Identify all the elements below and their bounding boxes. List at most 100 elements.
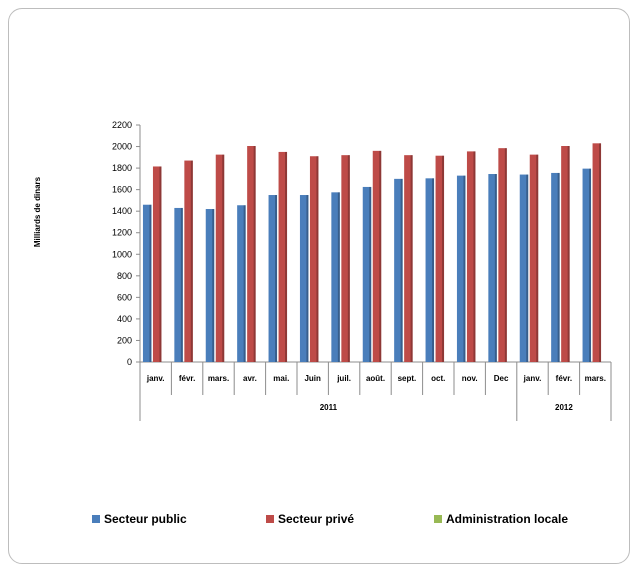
x-category-label: mars.: [585, 374, 606, 383]
bar-secteur-public: [488, 174, 497, 362]
bar-shade: [347, 155, 350, 362]
bar-secteur-public: [268, 195, 278, 362]
y-tick-label: 1200: [112, 228, 132, 238]
y-tick-label: 400: [117, 314, 132, 324]
bar-secteur-public: [456, 175, 466, 362]
y-tick-label: 600: [117, 292, 132, 302]
bar-shade: [504, 148, 507, 362]
bar-shade: [369, 186, 372, 362]
bar-shade: [275, 195, 278, 362]
bar-shade: [253, 146, 256, 362]
y-tick-label: 1400: [112, 206, 132, 216]
x-category-label: mai.: [273, 374, 289, 383]
bar-shade: [494, 174, 497, 362]
bar-secteur-public: [582, 168, 592, 362]
legend-swatch-private: [266, 515, 274, 523]
bar-shade: [337, 192, 340, 362]
x-category-label: févr.: [179, 374, 195, 383]
bar-shade: [442, 155, 445, 362]
bar-secteur-prive: [152, 166, 162, 362]
legend-swatch-public: [92, 515, 100, 523]
bar-shade: [473, 151, 476, 362]
bar-shade: [432, 178, 435, 362]
bar-secteur-public: [519, 174, 529, 362]
y-axis-label: Milliards de dinars: [33, 176, 42, 247]
x-category-label: nov.: [462, 374, 478, 383]
legend-item-private: Secteur privé: [266, 512, 354, 526]
y-tick-label: 1000: [112, 249, 132, 259]
x-category-label: août.: [366, 374, 385, 383]
y-tick-label: 800: [117, 271, 132, 281]
bar-secteur-prive: [498, 148, 507, 362]
bar-secteur-public: [174, 207, 183, 362]
x-category-label: avr.: [243, 374, 257, 383]
bar-shade: [212, 209, 215, 362]
y-tick-label: 2200: [112, 120, 132, 130]
bar-shade: [190, 160, 193, 362]
bar-shade: [599, 143, 602, 362]
bar-shade: [463, 175, 466, 362]
bar-secteur-prive: [341, 155, 350, 362]
bar-secteur-prive: [215, 154, 225, 362]
bar-secteur-public: [142, 204, 152, 362]
x-category-label: juil.: [336, 374, 351, 383]
y-tick-label: 2000: [112, 142, 132, 152]
bar-secteur-prive: [404, 155, 413, 362]
bar-secteur-prive: [561, 146, 570, 362]
bar-secteur-public: [394, 178, 403, 362]
bar-shade: [589, 168, 592, 362]
x-category-label: mars.: [208, 374, 229, 383]
x-category-label: Dec: [494, 374, 509, 383]
x-group-label: 2012: [555, 403, 573, 412]
bar-secteur-public: [551, 172, 560, 362]
bar-shade: [526, 174, 529, 362]
legend-item-public: Secteur public: [92, 512, 187, 526]
bar-secteur-public: [205, 209, 215, 362]
legend-label-local: Administration locale: [446, 512, 569, 526]
bar-shade: [306, 195, 309, 362]
bar-shade: [536, 154, 539, 362]
bar-secteur-public: [362, 186, 372, 362]
bar-shade: [557, 172, 560, 362]
bar-shade: [149, 204, 152, 362]
bar-secteur-prive: [466, 151, 476, 362]
bar-secteur-prive: [309, 156, 319, 362]
bar-secteur-public: [425, 178, 435, 362]
bar-secteur-public: [331, 192, 340, 362]
bars: [142, 143, 602, 362]
legend-label-public: Secteur public: [104, 512, 187, 526]
bar-shade: [410, 155, 413, 362]
bar-shade: [379, 150, 382, 362]
bar-secteur-public: [237, 205, 246, 362]
bar-secteur-prive: [435, 155, 445, 362]
legend-label-private: Secteur privé: [278, 512, 355, 526]
bar-secteur-public: [299, 195, 309, 362]
x-category-label: févr.: [556, 374, 572, 383]
bar-shade: [222, 154, 225, 362]
axis-labels: 0 200 400 600 800 1000 1200 1400 1600 1800 2000 220…: [112, 120, 606, 412]
bar-shade: [567, 146, 570, 362]
bar-secteur-prive: [247, 146, 256, 362]
y-tick-label: 1600: [112, 185, 132, 195]
bar-shade: [243, 205, 246, 362]
x-group-label: 2011: [320, 403, 338, 412]
bar-shade: [316, 156, 319, 362]
y-tick-label: 0: [127, 357, 132, 367]
bar-shade: [180, 207, 183, 362]
bar-shade: [285, 151, 288, 362]
x-category-label: oct.: [431, 374, 445, 383]
bar-secteur-prive: [184, 160, 193, 362]
bar-shade: [400, 178, 403, 362]
legend-swatch-local: [434, 515, 442, 523]
bar-shade: [159, 166, 162, 362]
legend-item-local: Administration locale: [434, 512, 568, 526]
x-category-label: janv.: [146, 374, 165, 383]
bar-secteur-prive: [278, 151, 288, 362]
bar-secteur-prive: [592, 143, 602, 362]
bar-secteur-prive: [529, 154, 539, 362]
y-tick-label: 1800: [112, 163, 132, 173]
x-category-label: janv.: [523, 374, 542, 383]
x-category-label: sept.: [398, 374, 417, 383]
y-tick-label: 200: [117, 335, 132, 345]
